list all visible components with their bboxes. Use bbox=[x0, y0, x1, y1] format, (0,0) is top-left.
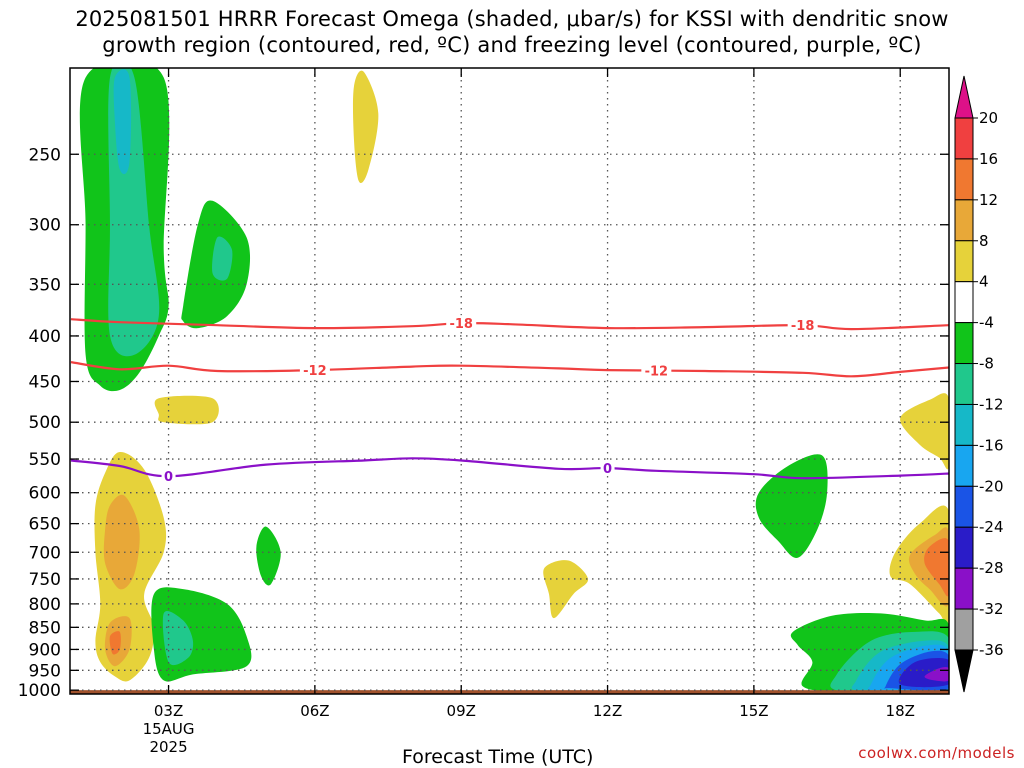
colorbar-bottom-arrow bbox=[954, 649, 974, 693]
x-tick-label: 12Z bbox=[593, 702, 622, 720]
colorbar-top-arrow bbox=[954, 75, 974, 119]
contour-label-bg bbox=[641, 362, 672, 379]
y-tick-label: 900 bbox=[29, 640, 61, 660]
credit-link[interactable]: coolwx.com/models bbox=[858, 744, 1015, 762]
y-tick-label: 450 bbox=[29, 372, 61, 392]
colorbar-swatch bbox=[954, 322, 974, 365]
colorbar-label: -12 bbox=[979, 395, 1004, 413]
omega-region bbox=[162, 610, 194, 666]
colorbar-label: -16 bbox=[979, 436, 1004, 454]
y-tick-label: 700 bbox=[29, 543, 61, 563]
y-tick-label: 850 bbox=[29, 618, 61, 638]
contour-label: -18 bbox=[449, 317, 473, 332]
y-tick-label: 650 bbox=[29, 515, 61, 535]
omega-shading bbox=[79, 68, 949, 694]
omega-region bbox=[212, 236, 233, 281]
contour-label: -18 bbox=[791, 319, 815, 334]
x-tick-label: 09Z bbox=[447, 702, 476, 720]
ground-bar bbox=[70, 690, 949, 694]
colorbar-label: -24 bbox=[979, 518, 1004, 536]
colorbar-label: -28 bbox=[979, 559, 1004, 577]
colorbar-label: 12 bbox=[979, 191, 998, 209]
colorbar-label: -36 bbox=[979, 641, 1004, 659]
y-tick-label: 800 bbox=[29, 595, 61, 615]
chart-title: 2025081501 HRRR Forecast Omega (shaded, … bbox=[0, 6, 1024, 58]
omega-region bbox=[755, 454, 828, 559]
colorbar-swatch bbox=[954, 608, 974, 651]
contour-line bbox=[70, 361, 949, 378]
colorbar-swatch bbox=[954, 240, 974, 283]
y-tick-label: 350 bbox=[29, 275, 61, 295]
colorbar-label: -8 bbox=[979, 355, 994, 373]
colorbar-swatch bbox=[954, 199, 974, 242]
omega-region bbox=[109, 631, 121, 655]
x-tick-label: 06Z bbox=[300, 702, 329, 720]
colorbar-label: -32 bbox=[979, 600, 1004, 618]
colorbar-label: 16 bbox=[979, 150, 998, 168]
colorbar-swatch bbox=[954, 403, 974, 446]
colorbar: 20 16 12 8 4 -4 -8 -12 -16 -20 -24 -28 -32 -36 bbox=[954, 75, 1004, 693]
y-tick-label: 1000 bbox=[18, 681, 61, 701]
contour-label-bg bbox=[161, 468, 176, 485]
colorbar-swatch bbox=[954, 526, 974, 569]
colorbar-label: -4 bbox=[979, 314, 994, 332]
contour-line bbox=[70, 457, 949, 480]
contour-label: -12 bbox=[645, 365, 669, 380]
temperature-contours: -18 -18 -12 -12 0 0 bbox=[70, 315, 949, 485]
contour-label-bg bbox=[446, 315, 477, 332]
contour-label-bg bbox=[600, 460, 615, 477]
y-tick-label: 400 bbox=[29, 327, 61, 347]
colorbar-label: -20 bbox=[979, 477, 1004, 495]
x-tick-year: 2025 bbox=[149, 738, 187, 756]
omega-region bbox=[352, 70, 379, 184]
contour-label-bg bbox=[787, 317, 818, 334]
x-tick-label: 18Z bbox=[886, 702, 915, 720]
contour-label: 0 bbox=[603, 462, 612, 477]
colorbar-label: 8 bbox=[979, 232, 989, 250]
omega-region bbox=[543, 560, 589, 619]
colorbar-label: 4 bbox=[979, 273, 989, 291]
contour-label-bg bbox=[299, 362, 330, 379]
colorbar-swatch bbox=[954, 485, 974, 528]
chart-title-line-2: growth region (contoured, red, ºC) and f… bbox=[102, 33, 922, 57]
y-tick-label: 500 bbox=[29, 413, 61, 433]
pressure-axis: 2503003504004505005506006507007508008509… bbox=[18, 145, 949, 701]
colorbar-swatch bbox=[954, 281, 974, 324]
y-tick-label: 250 bbox=[29, 145, 61, 165]
ground-layer bbox=[70, 690, 949, 694]
x-tick-label: 03Z bbox=[154, 702, 183, 720]
contour-label: 0 bbox=[164, 470, 173, 485]
omega-region bbox=[900, 393, 949, 470]
omega-region bbox=[154, 395, 219, 425]
x-axis-title: Forecast Time (UTC) bbox=[402, 746, 594, 768]
y-tick-label: 600 bbox=[29, 484, 61, 504]
omega-region bbox=[256, 526, 281, 586]
y-tick-label: 550 bbox=[29, 450, 61, 470]
colorbar-swatch bbox=[954, 363, 974, 405]
x-tick-date: 15AUG bbox=[143, 720, 195, 738]
x-tick-label: 15Z bbox=[739, 702, 768, 720]
y-tick-label: 950 bbox=[29, 661, 61, 681]
omega-region bbox=[113, 69, 132, 175]
colorbar-swatch bbox=[954, 158, 974, 201]
y-tick-label: 300 bbox=[29, 216, 61, 236]
colorbar-swatch bbox=[954, 567, 974, 610]
colorbar-label: 20 bbox=[979, 109, 998, 127]
chart-title-line-1: 2025081501 HRRR Forecast Omega (shaded, … bbox=[75, 7, 949, 31]
y-tick-label: 750 bbox=[29, 570, 61, 590]
omega-region bbox=[103, 494, 140, 590]
colorbar-swatch bbox=[954, 444, 974, 487]
contour-label: -12 bbox=[303, 364, 327, 379]
grid-lines bbox=[70, 68, 949, 691]
colorbar-swatch bbox=[954, 117, 974, 160]
